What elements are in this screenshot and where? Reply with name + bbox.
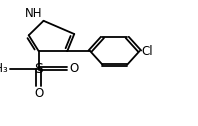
Text: CH₃: CH₃ (0, 62, 8, 75)
Text: O: O (69, 62, 78, 75)
Text: Cl: Cl (141, 44, 153, 58)
Text: NH: NH (25, 7, 43, 20)
Text: O: O (34, 87, 43, 100)
Text: S: S (34, 62, 43, 76)
